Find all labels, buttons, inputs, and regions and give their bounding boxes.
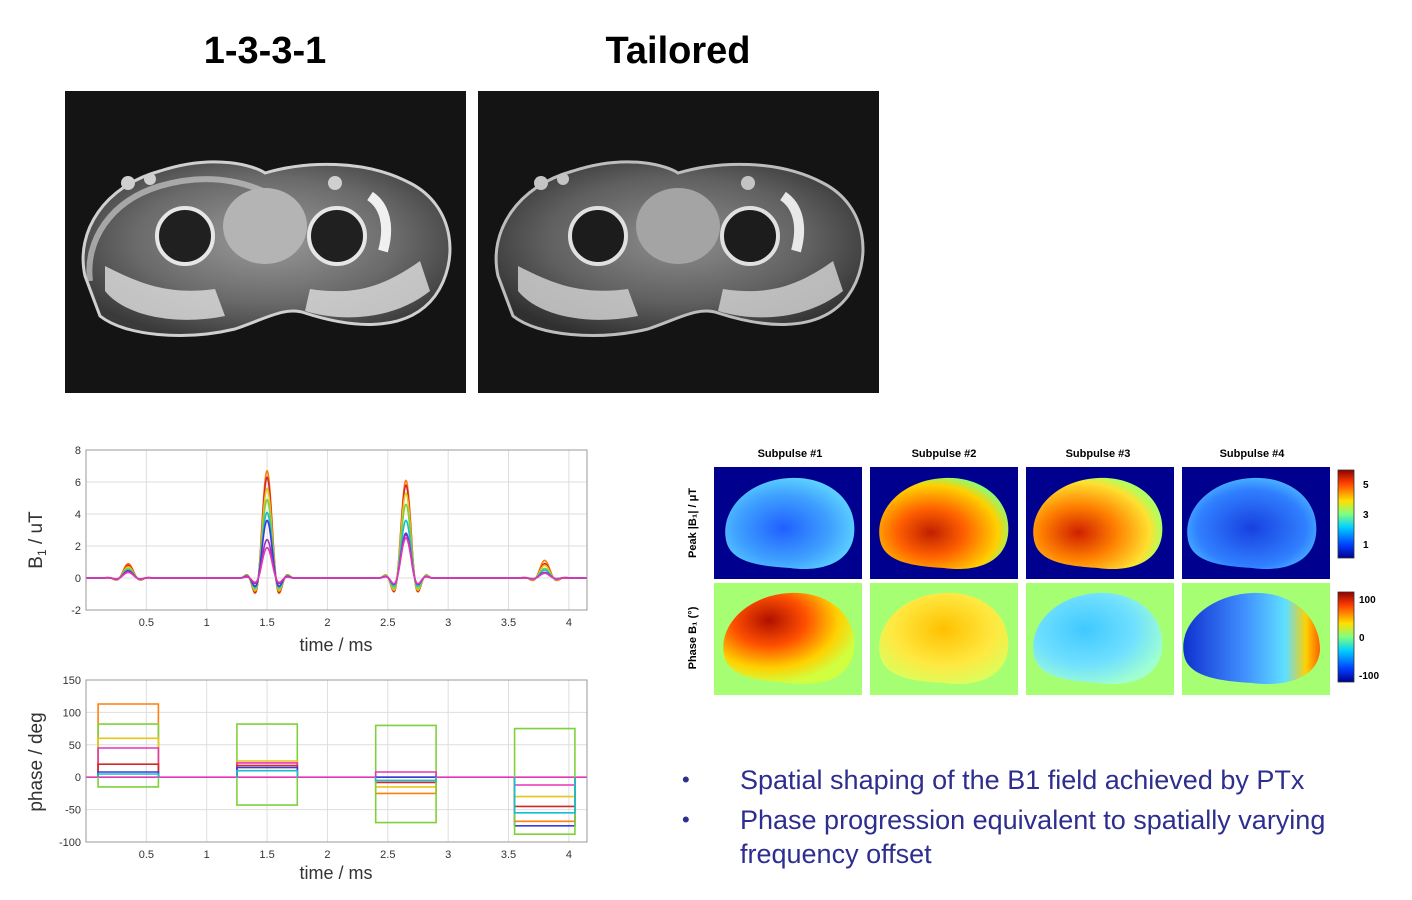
x-tick-label: 0.5 <box>139 849 154 861</box>
y-tick-label: 0 <box>75 573 81 585</box>
map-col-title-2: Subpulse #2 <box>912 448 977 460</box>
b1-series-yellow <box>86 487 587 592</box>
phase-series-cyan <box>97 769 576 814</box>
y-tick-label: 8 <box>75 445 81 457</box>
x-tick-label: 3 <box>445 617 451 629</box>
bullet-symbol: • <box>682 767 690 792</box>
phase-series-green <box>97 723 576 778</box>
phase-ylabel: phase / deg <box>26 712 47 811</box>
b1-series-blue <box>86 519 587 588</box>
cbar1-tick-3: 3 <box>1363 510 1369 521</box>
y-tick-label: 2 <box>75 541 81 553</box>
mri-image-tailored <box>478 91 879 393</box>
bullet-text: Phase progression equivalent to spatiall… <box>740 805 1326 869</box>
x-tick-label: 1.5 <box>259 849 274 861</box>
cbar2-tick-neg100: -100 <box>1359 671 1379 682</box>
b1-series-purple <box>86 534 587 586</box>
y-tick-label: 100 <box>63 707 81 719</box>
y-tick-label: 4 <box>75 509 81 521</box>
x-tick-label: 3.5 <box>501 849 516 861</box>
peak-map-4 <box>1182 467 1330 579</box>
x-tick-label: 2 <box>324 849 330 861</box>
peak-map-1 <box>714 467 862 579</box>
y-tick-label: 50 <box>69 740 81 752</box>
phase-map-4 <box>1182 583 1330 695</box>
x-tick-label: 0.5 <box>139 617 154 629</box>
x-tick-label: 2.5 <box>380 617 395 629</box>
x-tick-label: 1 <box>204 617 210 629</box>
phase-series-orange <box>97 703 576 823</box>
y-tick-label: -50 <box>65 805 81 817</box>
phase-map-2 <box>870 583 1018 695</box>
map-row-label-phase: Phase B₁ (°) <box>687 606 699 669</box>
subpulse-maps: Subpulse #1 Subpulse #2 Subpulse #3 Subp… <box>687 448 1379 695</box>
x-tick-label: 3.5 <box>501 617 516 629</box>
phase-map-3 <box>1026 583 1174 695</box>
b1-amplitude-plot: B1 / uT time / ms 0.5 1 1.5 2 2.5 3 3.5 4 8 6 4 2 0 -… <box>26 445 588 655</box>
b1-series-magenta <box>86 537 587 585</box>
bullet-item: • Spatial shaping of the B1 field achiev… <box>680 763 1400 797</box>
x-tick-label: 3 <box>445 849 451 861</box>
bullet-symbol: • <box>682 807 690 832</box>
phase-series-magenta <box>97 747 576 786</box>
peak-map-3 <box>1026 467 1174 579</box>
map-col-title-1: Subpulse #1 <box>758 448 823 460</box>
y-tick-label: 0 <box>75 772 81 784</box>
peak-map-2 <box>870 467 1018 579</box>
cbar1-tick-1: 1 <box>1363 540 1369 551</box>
phase-series-blue <box>97 766 576 827</box>
cbar2-tick-0: 0 <box>1359 633 1365 644</box>
image-title-1331: 1-3-3-1 <box>203 30 327 72</box>
bullet-text: Spatial shaping of the B1 field achieved… <box>740 765 1305 795</box>
map-row-label-peak: Peak |B₁| / μT <box>687 488 699 558</box>
x-tick-label: 2 <box>324 617 330 629</box>
phase-map-1 <box>714 583 862 695</box>
image-title-tailored: Tailored <box>605 30 751 72</box>
map-col-title-4: Subpulse #4 <box>1220 448 1286 460</box>
cbar2-tick-100: 100 <box>1359 595 1376 606</box>
phase-plot-frame <box>85 679 588 843</box>
b1-series-red <box>86 476 587 594</box>
cbar1-tick-5: 5 <box>1363 480 1369 491</box>
phase-plot: phase / deg time / ms 0.5 1 1.5 2 2.5 3 3.5 4 15… <box>26 675 588 883</box>
b1-ylabel: B1 / uT <box>26 511 49 569</box>
b1-series-green <box>86 498 587 591</box>
colorbar-peak: 5 3 1 <box>1337 469 1369 559</box>
phase-series-red <box>97 763 576 808</box>
x-tick-label: 1 <box>204 849 210 861</box>
x-tick-label: 4 <box>566 617 572 629</box>
phase-xlabel: time / ms <box>299 863 372 883</box>
x-tick-label: 2.5 <box>380 849 395 861</box>
x-tick-label: 4 <box>566 849 572 861</box>
map-col-title-3: Subpulse #3 <box>1066 448 1131 460</box>
y-tick-label: -100 <box>59 837 81 849</box>
b1-series-orange <box>86 469 587 595</box>
b1-plot-frame <box>85 449 588 611</box>
b1-series-cyan <box>86 511 587 589</box>
bullet-item: • Phase progression equivalent to spatia… <box>680 803 1400 871</box>
phase-series-green-low <box>97 777 576 835</box>
phase-series-yellow <box>97 737 576 798</box>
y-tick-label: 6 <box>75 477 81 489</box>
y-tick-label: 150 <box>63 675 81 687</box>
colorbar-phase: 100 0 -100 <box>1337 591 1379 683</box>
mri-image-1331 <box>65 91 466 393</box>
bullet-list: • Spatial shaping of the B1 field achiev… <box>680 763 1400 877</box>
y-tick-label: -2 <box>71 605 81 617</box>
b1-xlabel: time / ms <box>299 635 372 655</box>
x-tick-label: 1.5 <box>259 617 274 629</box>
